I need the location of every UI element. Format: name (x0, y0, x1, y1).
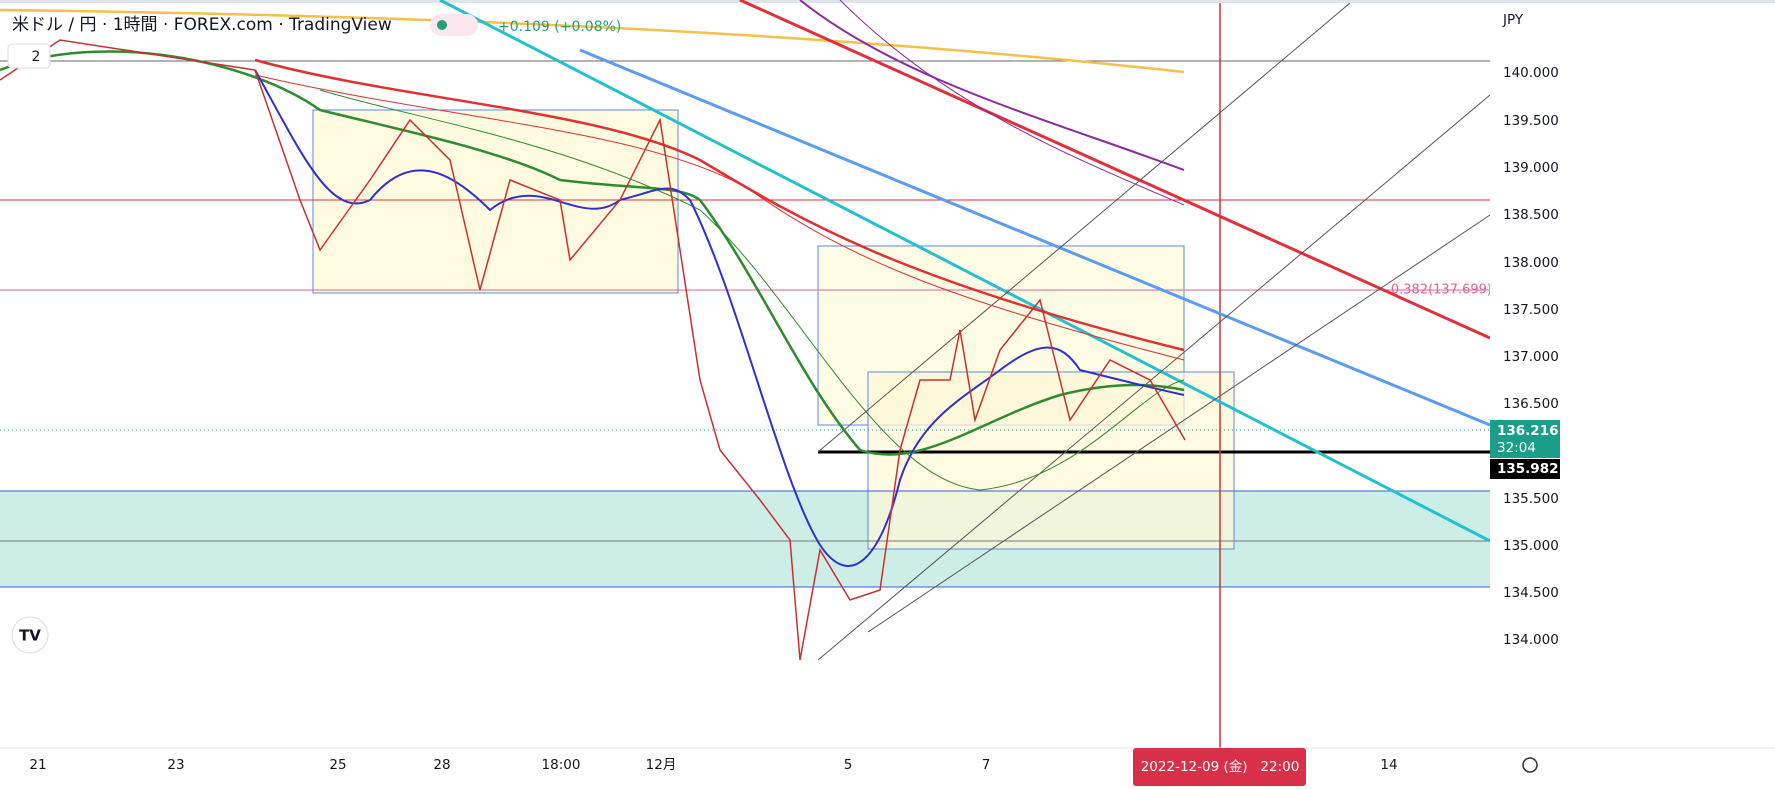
time-label: 21 (29, 757, 46, 773)
status-pill (430, 14, 478, 36)
status-dot (437, 20, 447, 30)
current-price-tag (1490, 420, 1560, 458)
price-label: 134.000 (1503, 632, 1559, 648)
fib-label: 0.382(137.699) (1391, 283, 1492, 298)
price-label: 139.000 (1503, 160, 1559, 176)
levels (0, 3, 1490, 748)
price-label: 138.500 (1503, 207, 1559, 223)
price-label: 140.000 (1503, 65, 1559, 81)
ma-line (839, 0, 1185, 206)
channel-line (867, 214, 1491, 633)
indicators-toggle[interactable] (7, 43, 51, 69)
time-label: 28 (433, 757, 450, 773)
trend-line (579, 48, 1491, 427)
time-label: 18:00 (542, 757, 581, 773)
bar-countdown: 32:04 (1497, 440, 1536, 456)
ma-line (254, 69, 1185, 567)
time-label: 25 (329, 757, 346, 773)
price-label: 134.500 (1503, 585, 1559, 601)
price-label: 137.500 (1503, 302, 1559, 318)
top-border (0, 0, 1775, 3)
price-axis (1490, 3, 1775, 748)
time-label: 23 (167, 757, 184, 773)
price-label: 139.500 (1503, 113, 1559, 129)
current-price: 136.216 (1497, 423, 1559, 439)
support-zone (0, 491, 1490, 587)
trend-line (439, 0, 1491, 543)
chart-title: 米ドル / 円 · 1時間 · FOREX.com · TradingView (12, 15, 392, 35)
settings-button[interactable] (1522, 757, 1538, 773)
indicators-count: 2 (32, 49, 41, 65)
ma-line (254, 74, 1185, 361)
price-label: 135.000 (1503, 538, 1559, 554)
price-label: 137.000 (1503, 349, 1559, 365)
level-tag (1490, 459, 1560, 479)
time-label: 14 (1380, 757, 1397, 773)
ma-line (0, 50, 1185, 456)
ma-line (254, 58, 1185, 352)
cursor-time-tag (1133, 748, 1306, 786)
time-label: 5 (844, 757, 853, 773)
time-label: 7 (982, 757, 991, 773)
currency[interactable]: JPY (1502, 12, 1524, 28)
price-change: +0.109 (+0.08%) (498, 19, 621, 35)
price-label: 136.500 (1503, 396, 1559, 412)
trend-lines (0, 0, 1491, 661)
time-label: 12月 (646, 757, 677, 773)
channel-line (817, 2, 1351, 453)
channel-line (817, 94, 1491, 661)
cursor-time: 2022-12-09 (金) 22:00 (1141, 759, 1300, 775)
ma-line (0, 8, 1185, 74)
level-price: 135.982 (1497, 461, 1559, 477)
range-box (867, 371, 1235, 550)
price-labels: 140.000 139.500 139.000 138.500 138.000 … (1503, 65, 1559, 648)
logo-mark: TV (19, 627, 41, 645)
price-label: 135.500 (1503, 491, 1559, 507)
ma-line (319, 89, 1185, 491)
ma-line (799, 0, 1185, 171)
price-path (0, 39, 1186, 661)
price-label: 138.000 (1503, 255, 1559, 271)
logo[interactable] (11, 616, 49, 654)
trend-line (739, 0, 1491, 340)
time-labels: 21 23 25 28 18:00 12月 5 7 14 (29, 757, 1397, 773)
